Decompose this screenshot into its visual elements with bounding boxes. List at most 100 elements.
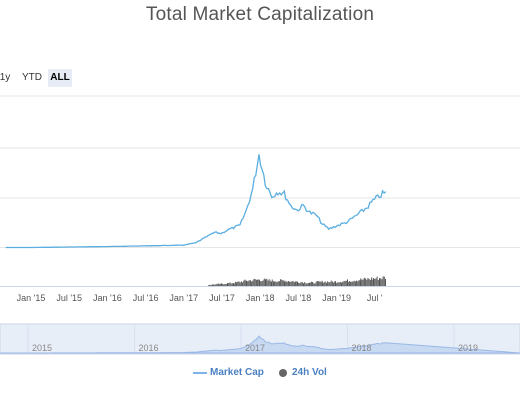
volume-bar — [309, 282, 310, 286]
volume-bar — [331, 281, 333, 286]
volume-bar — [304, 282, 306, 286]
volume-bar — [234, 281, 236, 286]
volume-bar — [222, 283, 224, 286]
volume-bar — [382, 276, 384, 286]
volume-bar — [341, 282, 342, 286]
volume-bar — [243, 280, 245, 286]
volume-bar — [233, 283, 234, 286]
volume-bar — [246, 281, 248, 286]
volume-bar — [347, 282, 349, 286]
volume-bar — [296, 281, 298, 286]
x-tick-label: Jan '15 — [17, 293, 46, 303]
volume-bar — [263, 278, 265, 286]
volume-bar — [361, 279, 363, 286]
x-tick-label: Jul '16 — [133, 293, 159, 303]
volume-bar — [307, 283, 309, 286]
volume-bar — [233, 283, 235, 286]
x-tick-label: Jan '18 — [246, 293, 275, 303]
volume-bar — [381, 279, 383, 286]
volume-bar — [350, 281, 352, 286]
volume-bar — [360, 278, 362, 286]
volume-bar — [328, 282, 330, 286]
volume-bar — [310, 281, 312, 286]
volume-bar — [230, 283, 232, 286]
x-tick-label: Jan '16 — [93, 293, 122, 303]
volume-bar — [344, 280, 346, 286]
volume-bar — [292, 281, 294, 286]
volume-bar — [319, 281, 321, 286]
legend: Market Cap 24h Vol — [0, 366, 520, 382]
volume-bar — [335, 281, 336, 286]
volume-bar — [267, 280, 269, 286]
volume-bar — [316, 281, 318, 286]
volume-bar — [362, 279, 364, 286]
volume-bar — [377, 280, 379, 286]
range-button-ytd[interactable]: YTD — [22, 72, 42, 83]
circle-marker-icon — [279, 369, 287, 377]
volume-bar — [258, 279, 260, 286]
volume-bar — [268, 279, 270, 286]
volume-bar — [284, 282, 286, 286]
volume-bar — [274, 281, 276, 286]
volume-bar — [365, 278, 367, 286]
volume-bar — [240, 281, 242, 286]
volume-bar — [334, 281, 336, 286]
volume-bar — [320, 281, 322, 286]
x-axis-labels: Jan '15 Jul '15 Jan '16 Jul '16 Jan '17 Jul '… — [17, 293, 383, 303]
volume-bar — [312, 281, 314, 286]
volume-bar — [210, 284, 212, 286]
volume-bar — [371, 277, 373, 286]
navigator-labels: 2015 2016 2017 2018 2019 — [32, 343, 478, 353]
volume-bar — [345, 280, 347, 286]
volume-bar — [363, 277, 365, 286]
chart-title: Total Market Capitalization — [145, 4, 375, 25]
volume-bar — [221, 283, 222, 286]
volume-bar — [359, 280, 361, 286]
x-tick-label: Jan '17 — [169, 293, 198, 303]
volume-bar — [347, 279, 348, 286]
volume-bar — [283, 280, 285, 286]
volume-bar — [238, 281, 240, 286]
volume-bar — [239, 282, 241, 286]
volume-bar — [251, 281, 253, 286]
navigator-year-label: 2019 — [458, 343, 478, 353]
volume-bar — [351, 281, 353, 286]
volume-bar — [297, 281, 298, 286]
range-button-1y[interactable]: 1y — [0, 72, 11, 83]
volume-bar — [261, 281, 263, 286]
navigator-series-area — [0, 335, 520, 354]
volume-bar — [266, 278, 268, 286]
volume-bar — [216, 283, 218, 286]
volume-bars — [208, 276, 386, 286]
volume-bar — [262, 280, 264, 286]
volume-bar — [336, 282, 338, 286]
volume-bar — [227, 283, 228, 286]
volume-bar — [289, 281, 291, 286]
navigator[interactable]: 2015 2016 2017 2018 2019 — [0, 323, 520, 355]
volume-bar — [237, 281, 239, 286]
volume-bar — [329, 282, 331, 286]
volume-bar — [375, 278, 377, 286]
volume-bar — [306, 283, 308, 286]
volume-bar — [287, 281, 289, 286]
volume-bar — [265, 279, 266, 286]
navigator-year-label: 2015 — [32, 343, 52, 353]
volume-bar — [229, 282, 231, 286]
x-tick-label: Jul '18 — [286, 293, 312, 303]
volume-bar — [369, 279, 371, 286]
volume-bar — [352, 281, 354, 286]
volume-bar — [301, 282, 303, 286]
volume-bar — [224, 284, 226, 286]
market-cap-line — [5, 154, 387, 249]
volume-bar — [208, 285, 210, 286]
navigator-year-label: 2016 — [139, 343, 159, 353]
navigator-year-label: 2017 — [245, 343, 265, 353]
x-tick-label: Jan '19 — [322, 293, 351, 303]
volume-bar — [236, 282, 238, 286]
range-button-all[interactable]: ALL — [48, 69, 72, 87]
volume-bar — [372, 279, 374, 286]
volume-bar — [253, 278, 255, 286]
volume-bar — [275, 281, 277, 286]
legend-label-24h-vol: 24h Vol — [292, 367, 327, 378]
